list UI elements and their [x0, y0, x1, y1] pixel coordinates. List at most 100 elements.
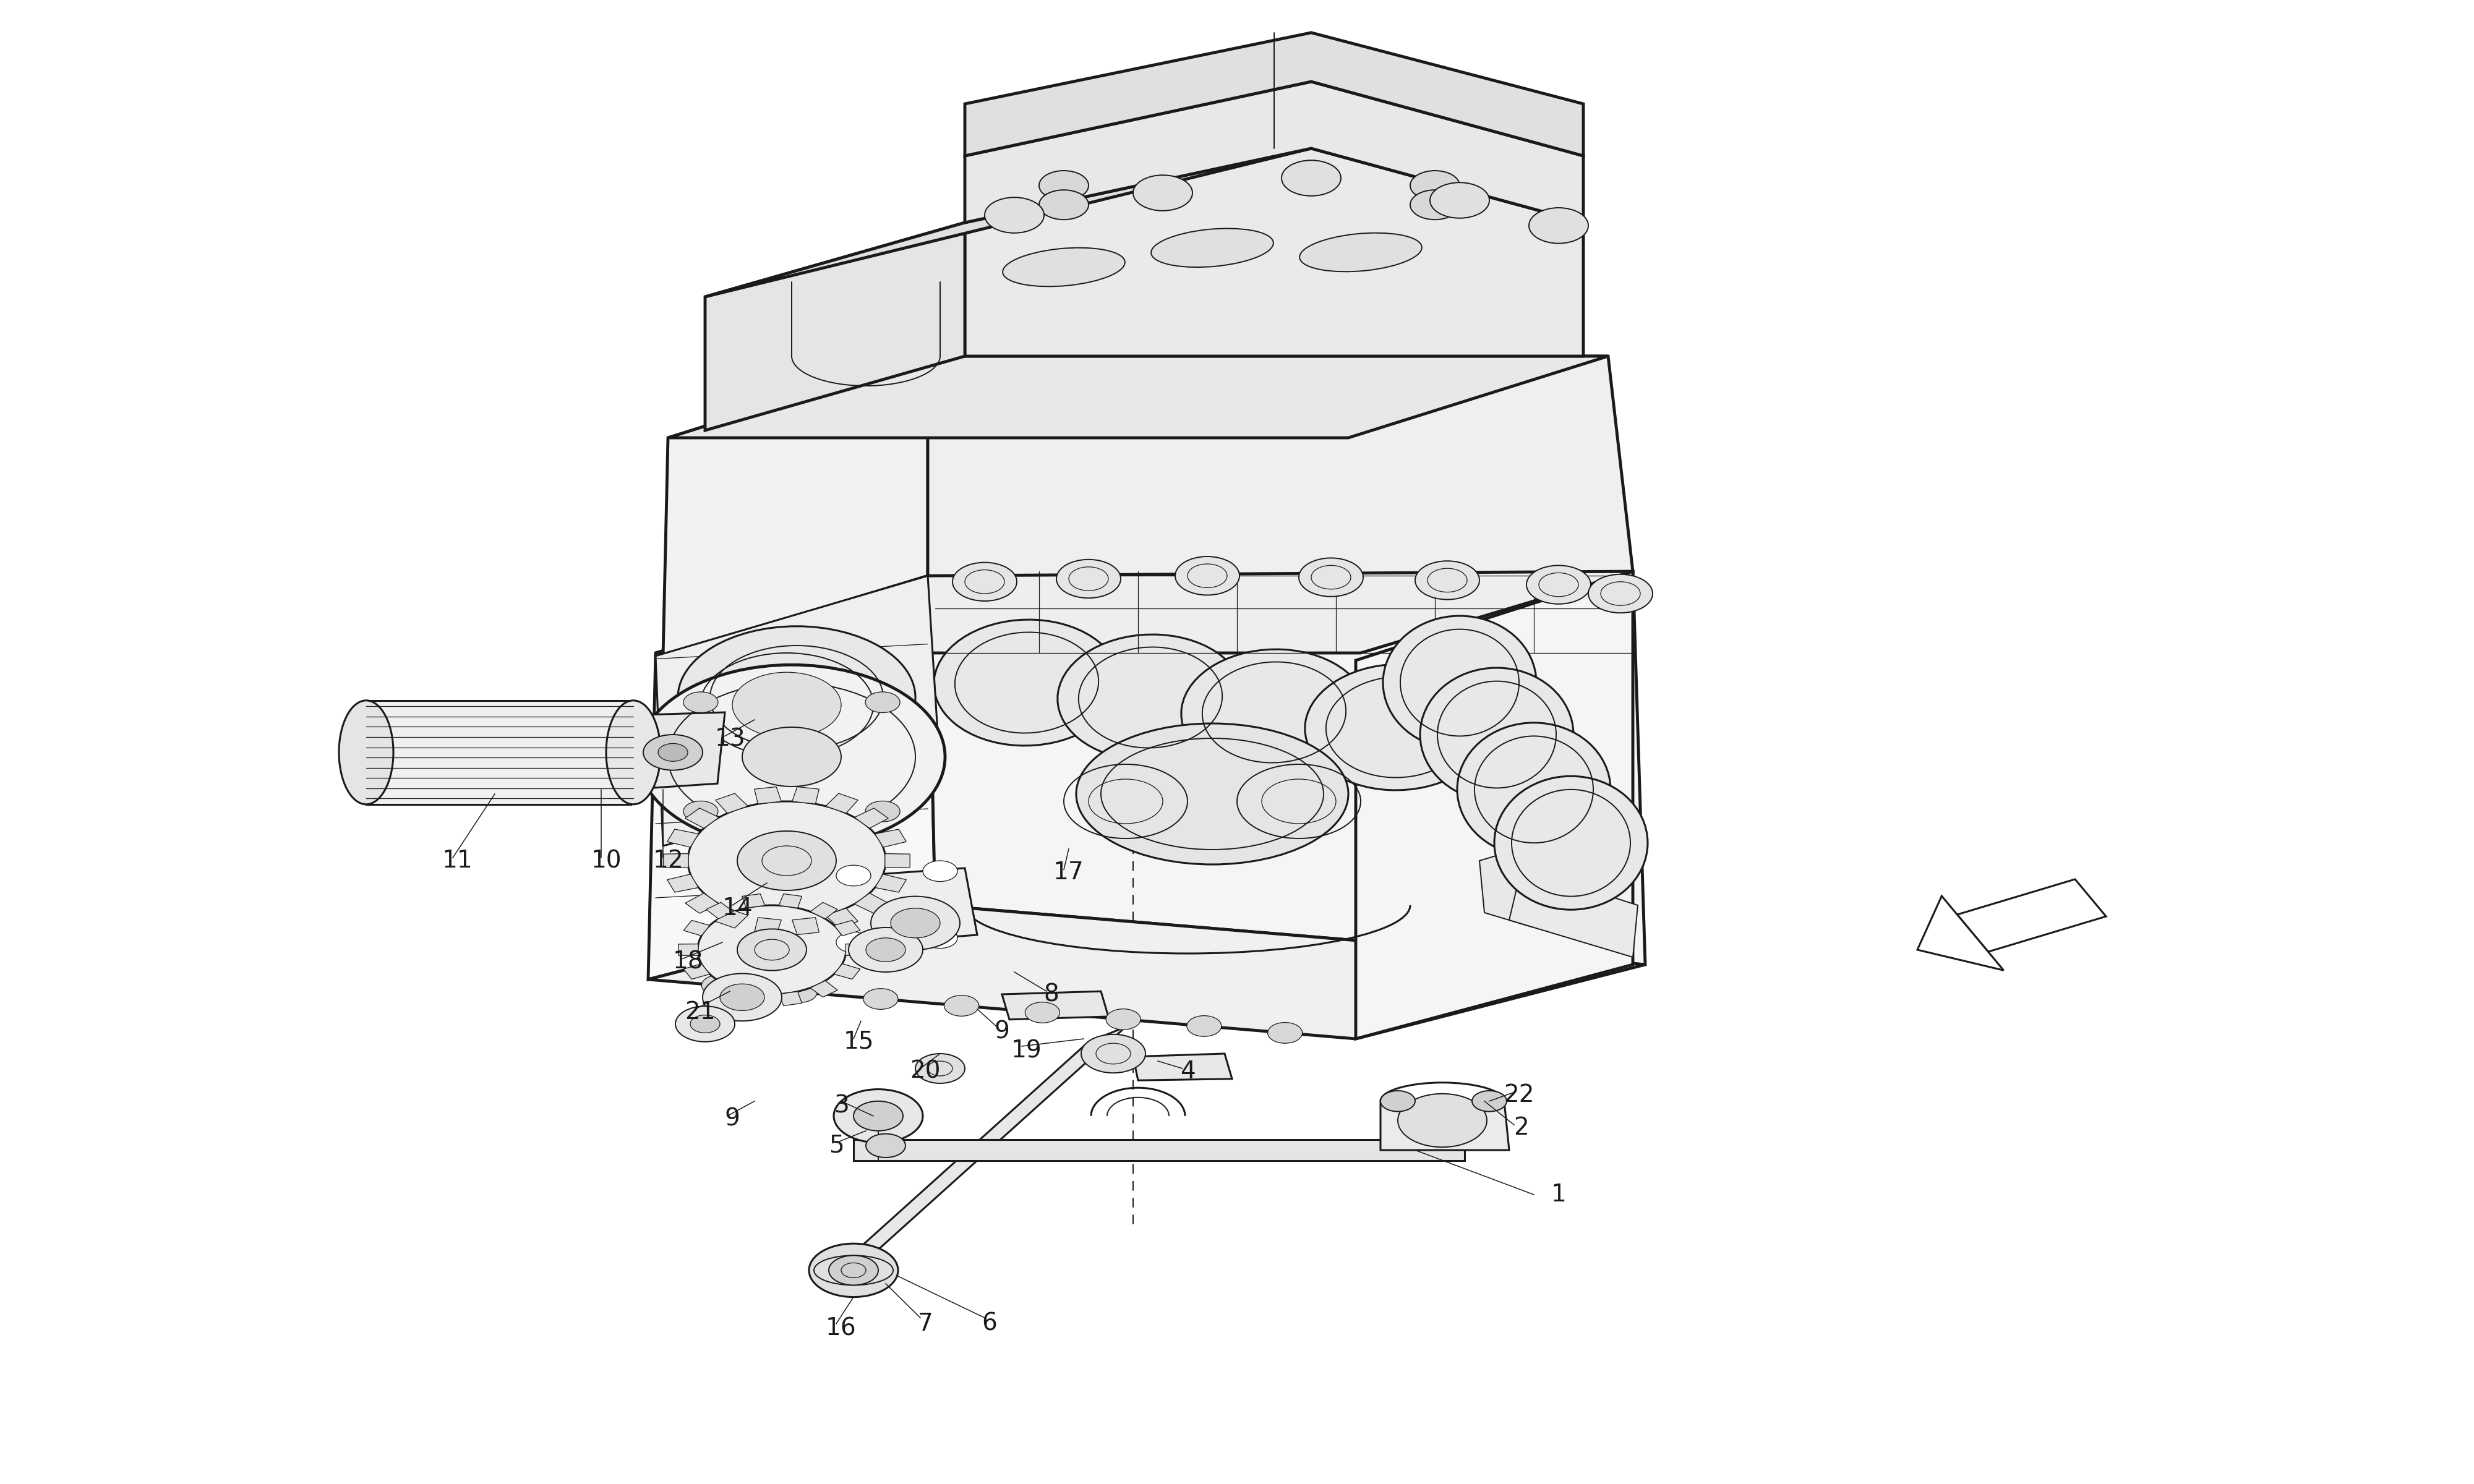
Polygon shape	[668, 830, 698, 847]
Circle shape	[915, 1054, 965, 1083]
Polygon shape	[779, 991, 802, 1006]
Polygon shape	[1509, 868, 1638, 957]
Circle shape	[688, 801, 886, 920]
Text: 2: 2	[1514, 1116, 1529, 1140]
Polygon shape	[854, 893, 888, 913]
Circle shape	[866, 692, 901, 712]
Circle shape	[1299, 558, 1363, 597]
Ellipse shape	[1383, 616, 1536, 749]
Circle shape	[690, 1015, 720, 1033]
Polygon shape	[705, 223, 965, 430]
Polygon shape	[1957, 879, 2105, 951]
Circle shape	[834, 1089, 923, 1143]
Text: 8: 8	[1044, 982, 1059, 1006]
Polygon shape	[668, 874, 698, 892]
Circle shape	[836, 865, 871, 886]
Circle shape	[985, 197, 1044, 233]
Text: 14: 14	[722, 896, 752, 920]
Circle shape	[1410, 171, 1460, 200]
Polygon shape	[715, 794, 747, 813]
Circle shape	[871, 896, 960, 950]
Ellipse shape	[1494, 776, 1648, 910]
Text: 20: 20	[910, 1060, 940, 1083]
Circle shape	[703, 975, 737, 996]
Polygon shape	[854, 809, 888, 828]
Circle shape	[1472, 1091, 1507, 1112]
Ellipse shape	[339, 700, 393, 804]
Polygon shape	[715, 908, 747, 927]
Polygon shape	[742, 991, 764, 1006]
Polygon shape	[678, 944, 698, 956]
Circle shape	[863, 988, 898, 1009]
Polygon shape	[1380, 1101, 1509, 1150]
Polygon shape	[366, 700, 631, 804]
Circle shape	[952, 562, 1017, 601]
Polygon shape	[668, 356, 1608, 438]
Ellipse shape	[1420, 668, 1573, 801]
Polygon shape	[683, 920, 710, 936]
Text: 12: 12	[653, 849, 683, 873]
Polygon shape	[846, 944, 866, 956]
Text: 7: 7	[918, 1312, 933, 1336]
Circle shape	[732, 672, 841, 738]
Circle shape	[923, 927, 957, 948]
Polygon shape	[685, 809, 720, 828]
Circle shape	[1526, 565, 1591, 604]
Circle shape	[809, 1244, 898, 1297]
Polygon shape	[663, 356, 928, 656]
Text: 15: 15	[844, 1030, 873, 1054]
Polygon shape	[1479, 846, 1608, 927]
Polygon shape	[841, 1027, 1126, 1264]
Text: 11: 11	[443, 849, 473, 873]
Polygon shape	[928, 356, 1633, 576]
Circle shape	[658, 743, 688, 761]
Polygon shape	[792, 787, 819, 804]
Text: 21: 21	[685, 1000, 715, 1024]
Polygon shape	[811, 981, 839, 997]
Polygon shape	[834, 963, 861, 979]
Circle shape	[1106, 1009, 1141, 1030]
Circle shape	[683, 692, 717, 712]
Circle shape	[1039, 171, 1089, 200]
Polygon shape	[876, 830, 905, 847]
Circle shape	[1267, 1022, 1301, 1043]
Polygon shape	[705, 902, 732, 919]
Circle shape	[1282, 160, 1341, 196]
Circle shape	[698, 905, 846, 994]
Circle shape	[1175, 556, 1239, 595]
Circle shape	[829, 1255, 878, 1285]
Ellipse shape	[1299, 233, 1423, 272]
Polygon shape	[779, 893, 802, 908]
Circle shape	[945, 996, 980, 1017]
Ellipse shape	[1150, 229, 1274, 267]
Circle shape	[1410, 190, 1460, 220]
Polygon shape	[656, 571, 1633, 653]
Circle shape	[782, 982, 816, 1003]
Polygon shape	[826, 794, 858, 813]
Ellipse shape	[1304, 665, 1492, 789]
Circle shape	[866, 801, 901, 822]
Circle shape	[1024, 1002, 1059, 1022]
Polygon shape	[1133, 1054, 1232, 1080]
Ellipse shape	[1180, 650, 1368, 775]
Ellipse shape	[1457, 723, 1611, 856]
Polygon shape	[755, 917, 782, 935]
Polygon shape	[928, 571, 1645, 965]
Polygon shape	[705, 981, 732, 997]
Text: 4: 4	[1180, 1060, 1195, 1083]
Polygon shape	[648, 905, 1645, 1039]
Circle shape	[638, 665, 945, 849]
Circle shape	[849, 927, 923, 972]
Circle shape	[1056, 559, 1121, 598]
Polygon shape	[816, 868, 977, 947]
Text: 6: 6	[982, 1312, 997, 1336]
Polygon shape	[683, 963, 710, 979]
Text: 5: 5	[829, 1134, 844, 1158]
Polygon shape	[876, 874, 905, 892]
Circle shape	[1398, 1094, 1487, 1147]
Polygon shape	[656, 576, 940, 846]
Polygon shape	[1002, 991, 1108, 1020]
Polygon shape	[965, 82, 1583, 223]
Polygon shape	[1917, 896, 2004, 971]
Circle shape	[703, 974, 782, 1021]
